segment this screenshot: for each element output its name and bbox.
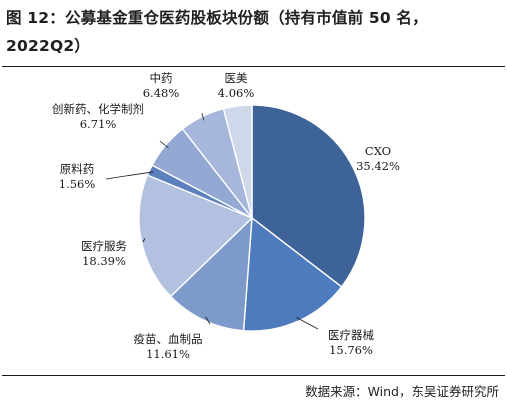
slice-label: CXO — [365, 144, 391, 158]
leader-lines — [105, 112, 319, 330]
leader-line — [201, 112, 205, 121]
slice-value-label: 4.06% — [218, 86, 255, 100]
pie-slice — [169, 216, 253, 332]
slice-value-label: 6.71% — [80, 117, 117, 131]
pie-slice — [242, 216, 343, 332]
slice-value-label: 6.48% — [143, 86, 180, 100]
bottom-rule — [2, 375, 505, 376]
slice-label: 疫苗、血制品 — [134, 332, 203, 346]
slice-value-label: 15.76% — [329, 343, 373, 357]
slice-label: 创新药、化学制剂 — [52, 102, 144, 116]
slice-value-label: 18.39% — [82, 254, 126, 268]
slice-label: 原料药 — [60, 162, 95, 176]
leader-line — [142, 238, 146, 243]
chart-title: 图 12：公募基金重仓医药股板块份额（持有市值前 50 名，2022Q2） — [6, 9, 428, 55]
slice-value-label: 35.42% — [356, 159, 400, 173]
slice-label: 医疗服务 — [81, 239, 127, 253]
leader-line — [205, 316, 211, 325]
leader-line — [296, 317, 319, 330]
pie-slice — [251, 104, 366, 288]
pie-slice — [138, 174, 254, 298]
slice-value-label: 11.61% — [146, 347, 190, 361]
slice-label: 医疗器械 — [328, 328, 374, 342]
source-note: 数据来源：Wind，东吴证券研究所 — [305, 384, 499, 399]
slice-label: 中药 — [150, 71, 173, 85]
leader-line — [159, 140, 169, 149]
top-rule — [2, 66, 505, 67]
pie-slices — [138, 104, 366, 332]
slice-value-label: 1.56% — [59, 177, 96, 191]
slice-label: 医美 — [225, 71, 248, 85]
pie-slice — [222, 104, 253, 219]
leader-line — [105, 171, 154, 180]
